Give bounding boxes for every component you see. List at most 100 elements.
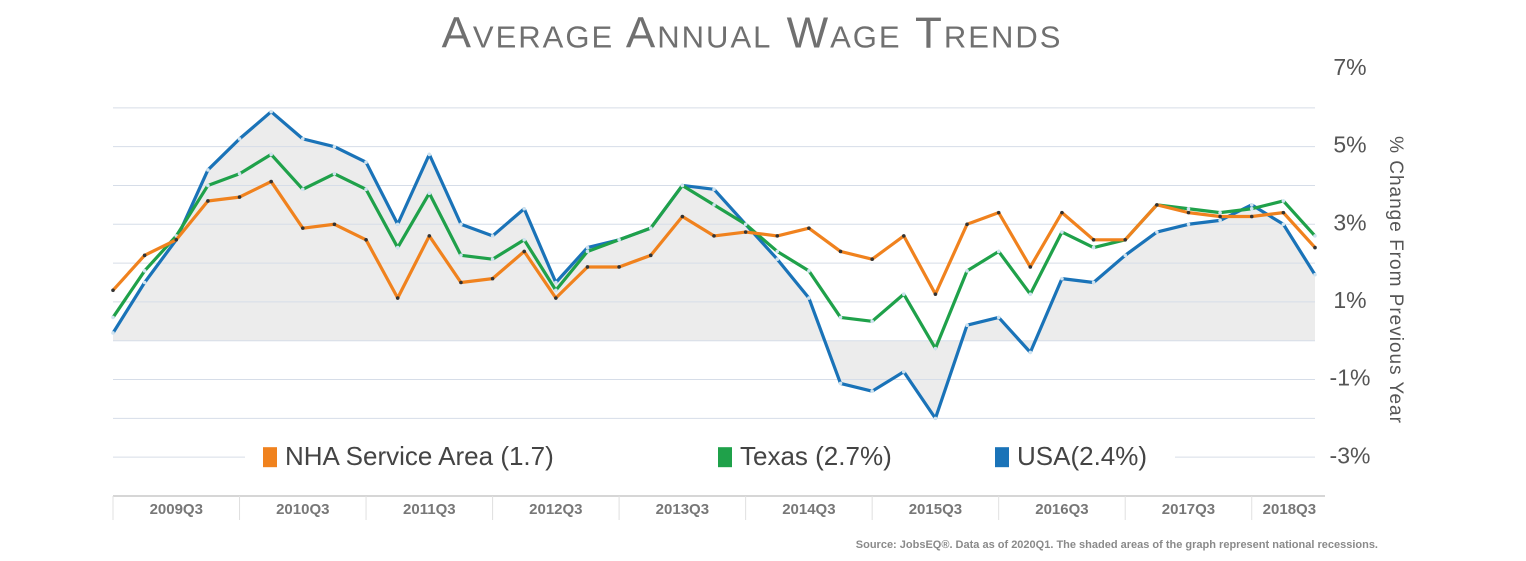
data-point [1218, 210, 1222, 215]
data-point [712, 187, 716, 192]
data-point [996, 315, 1001, 320]
data-point [332, 222, 337, 227]
data-point [554, 296, 558, 300]
data-point [300, 226, 305, 230]
data-point [206, 199, 210, 203]
y-tick-label: 7% [1333, 54, 1366, 80]
data-point [1218, 214, 1222, 219]
data-point [965, 323, 969, 328]
data-point [1186, 210, 1191, 215]
data-point [743, 230, 748, 234]
data-point [1060, 276, 1064, 281]
data-point [1313, 272, 1317, 277]
x-tick-label: 2017Q3 [1162, 501, 1215, 518]
data-point [111, 288, 115, 293]
x-tick-label: 2009Q3 [150, 501, 203, 518]
data-point [554, 288, 558, 293]
data-point [775, 249, 780, 254]
data-point [1123, 253, 1128, 258]
y-tick-label: 5% [1333, 132, 1366, 158]
data-point [585, 265, 590, 269]
data-point [807, 226, 811, 230]
x-tick-label: 2018Q3 [1263, 501, 1316, 518]
y-tick-label: -1% [1330, 365, 1371, 391]
data-point [648, 253, 653, 258]
data-point [364, 160, 368, 164]
data-point [617, 238, 621, 242]
data-point [459, 253, 463, 258]
legend-label: USA(2.4%) [1017, 441, 1147, 471]
data-point [1313, 245, 1317, 250]
data-point [1281, 222, 1286, 227]
data-point [1313, 234, 1317, 238]
data-point [1091, 238, 1096, 242]
data-point [459, 222, 463, 227]
data-point [585, 249, 590, 254]
y-tick-label: 3% [1333, 209, 1366, 235]
data-point [269, 109, 273, 114]
data-point [838, 315, 843, 320]
data-point [554, 280, 558, 285]
data-point [427, 191, 432, 196]
data-point [775, 234, 780, 238]
data-point [237, 195, 242, 199]
data-point [807, 296, 811, 300]
data-point [459, 280, 463, 285]
data-point [111, 315, 115, 320]
data-point [237, 137, 242, 141]
data-point [364, 187, 368, 192]
data-point [933, 292, 938, 296]
data-point [1091, 245, 1096, 250]
data-point [206, 183, 210, 188]
data-point [174, 238, 179, 242]
y-tick-label: -3% [1330, 442, 1371, 468]
legend-background [245, 437, 1175, 478]
data-point [1281, 199, 1286, 203]
x-tick-label: 2011Q3 [403, 501, 456, 518]
data-point [142, 253, 147, 258]
data-point [1060, 230, 1064, 234]
data-point [490, 276, 495, 281]
data-point [427, 234, 432, 238]
x-tick-label: 2010Q3 [276, 501, 329, 518]
chart-title: Average Annual Wage Trends [442, 9, 1063, 58]
data-point [237, 172, 242, 176]
data-point [1091, 280, 1096, 285]
data-point [901, 369, 906, 374]
data-point [901, 234, 906, 238]
data-point [1155, 230, 1159, 234]
data-point [965, 269, 969, 273]
data-point [522, 206, 527, 211]
data-point [269, 152, 273, 157]
data-point [1028, 292, 1033, 296]
legend-swatch [263, 447, 277, 468]
x-tick-label: 2015Q3 [909, 501, 962, 518]
data-point [522, 238, 527, 242]
data-point [142, 269, 147, 273]
data-point [332, 172, 337, 176]
y-axis-label: % Change From Previous Year [1385, 136, 1406, 424]
data-point [838, 249, 843, 254]
data-point [648, 226, 653, 230]
data-point [712, 234, 716, 238]
data-point [1281, 210, 1286, 215]
data-point [300, 187, 305, 192]
x-tick-label: 2012Q3 [529, 501, 582, 518]
data-point [617, 265, 621, 269]
legend-label: Texas (2.7%) [740, 441, 892, 471]
data-point [585, 245, 590, 250]
data-point [870, 257, 874, 262]
legend-swatch [995, 447, 1009, 468]
data-point [395, 222, 400, 227]
data-point [1155, 203, 1159, 207]
data-point [901, 292, 906, 296]
x-tick-label: 2016Q3 [1035, 501, 1088, 518]
data-point [1028, 265, 1033, 269]
data-point [775, 257, 780, 262]
data-point [712, 203, 716, 207]
data-point [1060, 210, 1064, 215]
data-point [364, 238, 368, 242]
data-point [490, 234, 495, 238]
data-point [1249, 203, 1254, 207]
legend-swatch [718, 447, 732, 468]
